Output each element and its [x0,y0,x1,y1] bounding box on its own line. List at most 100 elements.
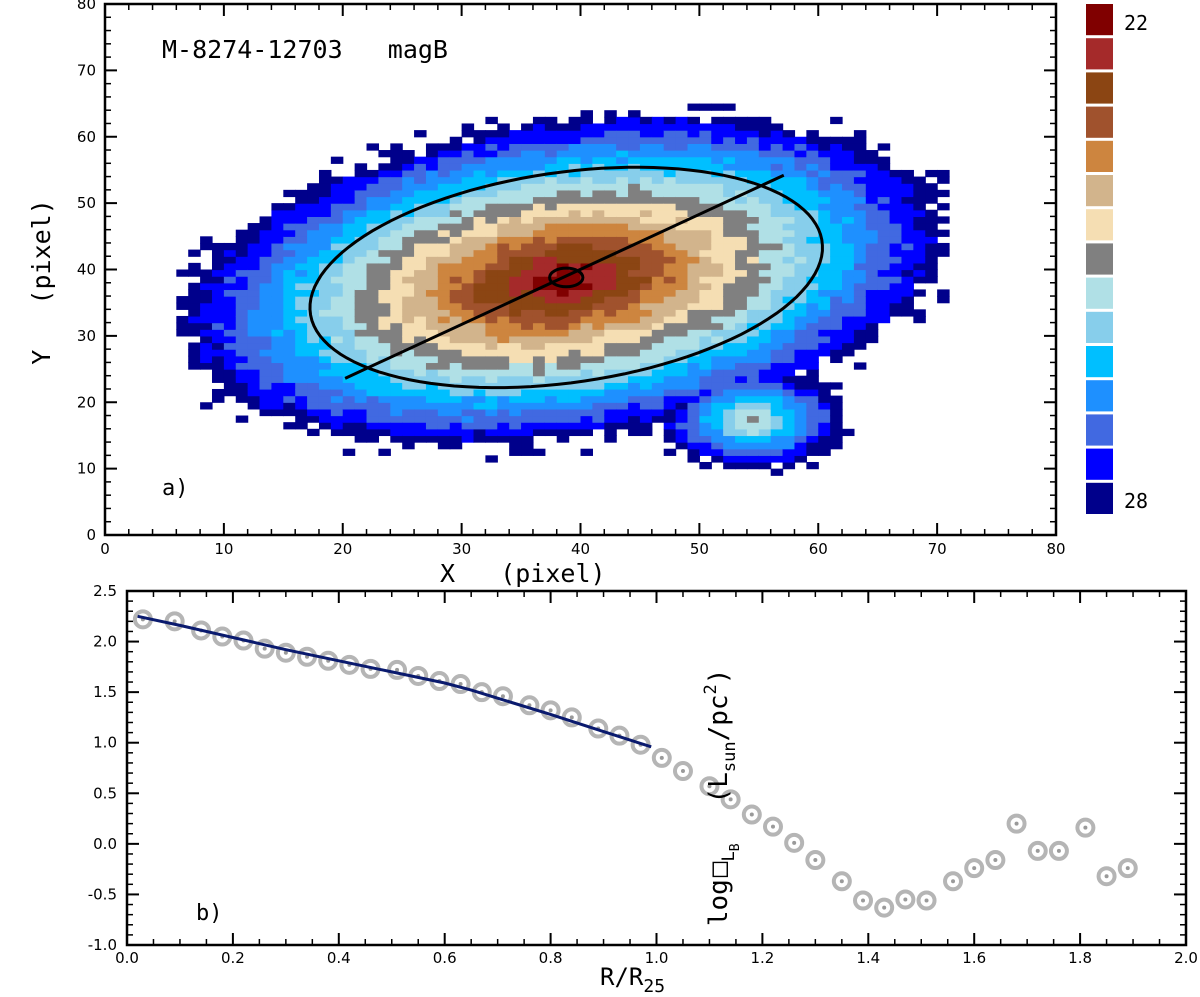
map-pixel [342,309,356,317]
map-pixel [259,375,273,383]
map-pixel [509,302,522,310]
map-pixel [842,136,855,144]
map-pixel [782,223,796,231]
map-pixel [580,209,593,217]
profile-point [964,858,985,879]
map-pixel [390,388,403,397]
map-pixel [699,322,712,330]
map-pixel [853,342,867,350]
map-pixel [616,415,629,423]
map-pixel [259,402,273,410]
map-pixel [889,249,903,257]
map-pixel [390,262,403,271]
map-pixel [176,322,189,330]
map-pixel [318,349,332,357]
map-pixel [235,282,249,291]
map-pixel [378,415,391,423]
map-pixel [211,256,225,264]
map-pixel [295,422,308,430]
map-pixel [723,156,736,164]
map-pixel [473,169,486,178]
map-pixel [437,342,451,350]
map-pixel [770,442,784,450]
map-pixel [782,203,796,211]
map-pixel [485,315,498,324]
profile-point [805,850,826,871]
map-pixel [770,169,784,178]
map-pixel [794,428,807,437]
map-pixel [580,242,593,251]
map-pixel [521,309,534,317]
map-pixel [509,189,522,198]
map-pixel [509,216,522,224]
map-pixel [497,156,510,164]
map-pixel [877,249,891,257]
map-pixel [830,163,843,171]
map-pixel [782,355,796,364]
map-pixel [568,415,582,423]
map-pixel [449,355,463,364]
map-pixel [794,196,807,204]
map-pixel [568,408,582,417]
map-pixel [378,236,391,244]
x-tick-label-a: 70 [928,540,947,558]
map-pixel [532,169,546,178]
map-pixel [318,249,332,257]
map-pixel [592,322,605,330]
map-pixel [271,216,284,224]
map-pixel [675,435,689,443]
map-pixel [877,315,891,324]
map-pixel [521,322,534,330]
map-pixel [390,315,403,324]
map-pixel [746,169,760,178]
map-pixel [782,189,796,198]
map-pixel [663,256,677,264]
map-pixel [687,262,700,271]
map-pixel [782,176,796,184]
map-pixel [544,256,558,264]
map-pixel [509,375,522,383]
map-pixel [628,150,641,158]
map-pixel [366,203,380,211]
isophote-overlays [308,165,824,390]
map-pixel [342,362,356,370]
map-pixel [544,302,558,310]
map-pixel [687,236,700,244]
map-pixel [211,296,225,304]
map-pixel [794,342,807,350]
map-pixel [449,282,463,291]
map-pixel [699,422,712,430]
map-pixel [937,229,950,237]
map-pixel [687,455,700,463]
map-pixel [794,442,807,450]
map-pixel [913,269,926,277]
map-pixel [556,156,570,164]
map-pixel [497,369,510,377]
map-pixel [806,309,819,317]
map-pixel [425,289,439,297]
colorbar-swatch [1086,4,1113,36]
map-pixel [366,342,380,350]
map-pixel [449,442,463,450]
map-pixel [390,395,403,403]
map-pixel [532,315,546,324]
map-pixel [390,256,403,264]
map-pixel [330,196,344,204]
map-pixel [746,223,760,231]
map-pixel [473,342,486,350]
profile-point-dot [770,824,775,829]
map-pixel [556,136,570,144]
map-pixel [889,276,903,284]
map-pixel [366,435,380,443]
y-tick-label-b: -1.0 [88,936,117,954]
map-pixel [901,229,914,237]
map-pixel [378,322,391,330]
map-pixel [342,382,356,390]
map-pixel [830,196,843,204]
map-pixel [390,408,403,417]
map-pixel [818,183,831,191]
map-pixel [461,422,475,430]
x-tick-label-b: 0.6 [433,949,457,967]
map-pixel [568,183,582,191]
map-pixel [354,169,368,178]
